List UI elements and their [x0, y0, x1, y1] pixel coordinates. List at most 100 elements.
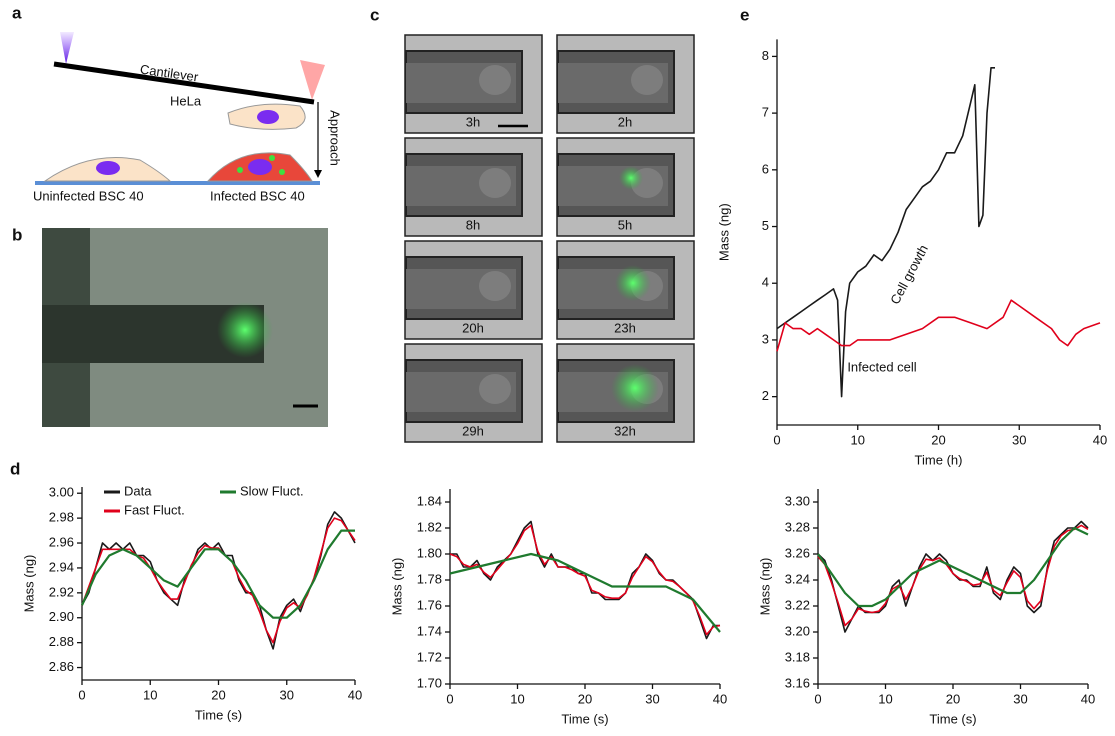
- y-tick-label: 3.28: [785, 519, 810, 534]
- laser: [60, 32, 74, 64]
- cell: [479, 271, 511, 301]
- series-line: [449, 524, 721, 636]
- y-tick-label: 1.72: [417, 649, 442, 664]
- cell: [479, 374, 511, 404]
- y-tick-label: 7: [762, 105, 769, 120]
- x-tick-label: 40: [1081, 691, 1095, 706]
- x-tick-label: 10: [510, 691, 524, 706]
- series-line: [776, 299, 1101, 352]
- x-tick-label: 40: [713, 691, 727, 706]
- time-label: 8h: [466, 217, 480, 232]
- y-tick-label: 2.88: [49, 634, 74, 649]
- fluorescence: [611, 364, 659, 412]
- x-axis-label: Time (h): [915, 452, 963, 467]
- y-tick-label: 1.80: [417, 545, 442, 560]
- y-tick-label: 2.86: [49, 659, 74, 674]
- hela-label: HeLa: [170, 93, 202, 108]
- y-tick-label: 1.82: [417, 519, 442, 534]
- y-tick-label: 6: [762, 161, 769, 176]
- x-tick-label: 30: [1013, 691, 1027, 706]
- y-tick-label: 2: [762, 388, 769, 403]
- x-tick-label: 20: [211, 687, 225, 702]
- x-tick-label: 10: [851, 432, 865, 447]
- y-tick-label: 3.20: [785, 623, 810, 638]
- cell: [631, 65, 663, 95]
- legend-label: Data: [124, 483, 152, 498]
- x-axis-label: Time (s): [929, 711, 976, 726]
- time-label: 32h: [614, 423, 636, 438]
- diagram: Cantilever HeLa Approach Uninfected BSC …: [33, 32, 343, 203]
- approach-label: Approach: [328, 110, 343, 166]
- y-axis-label: Mass (ng): [716, 203, 731, 261]
- virus: [279, 169, 285, 175]
- y-tick-label: 1.78: [417, 571, 442, 586]
- y-tick-label: 4: [762, 275, 769, 290]
- x-tick-label: 40: [1093, 432, 1107, 447]
- x-tick-label: 0: [814, 691, 821, 706]
- x-tick-label: 40: [348, 687, 362, 702]
- series-label: Infected cell: [847, 359, 916, 374]
- y-tick-label: 3.00: [49, 485, 74, 500]
- reflected-laser: [300, 60, 325, 100]
- panel-label: a: [12, 3, 22, 22]
- nucleus: [248, 159, 272, 175]
- uninfected-label: Uninfected BSC 40: [33, 188, 144, 203]
- series-line: [450, 520, 720, 640]
- time-label: 3h: [466, 114, 480, 129]
- time-label: 29h: [462, 423, 484, 438]
- infected-label: Infected BSC 40: [210, 188, 305, 203]
- micrograph-grid: 3h 8h 20h 29h 2h 5h 23h 32h: [404, 34, 695, 443]
- y-tick-label: 3.18: [785, 649, 810, 664]
- time-label: 23h: [614, 320, 636, 335]
- y-tick-label: 2.98: [49, 510, 74, 525]
- time-label: 5h: [618, 217, 632, 232]
- y-axis-label: Mass (ng): [21, 555, 36, 613]
- y-axis-label: Mass (ng): [757, 558, 772, 616]
- fluorescence: [217, 302, 273, 358]
- x-tick-label: 10: [878, 691, 892, 706]
- y-tick-label: 8: [762, 48, 769, 63]
- y-axis-label: Mass (ng): [389, 558, 404, 616]
- x-tick-label: 20: [946, 691, 960, 706]
- y-tick-label: 3: [762, 331, 769, 346]
- y-tick-label: 3.24: [785, 571, 810, 586]
- y-tick-label: 2.96: [49, 534, 74, 549]
- x-tick-label: 20: [931, 432, 945, 447]
- nucleus: [257, 110, 279, 124]
- legend-label: Fast Fluct.: [124, 502, 185, 517]
- panel-label: c: [370, 5, 379, 24]
- virus: [237, 167, 243, 173]
- y-tick-label: 5: [762, 218, 769, 233]
- y-tick-label: 1.84: [417, 493, 442, 508]
- micrograph: [42, 228, 328, 427]
- legend-label: Slow Fluct.: [240, 483, 304, 498]
- y-tick-label: 3.30: [785, 493, 810, 508]
- x-tick-label: 0: [446, 691, 453, 706]
- y-tick-label: 3.16: [785, 675, 810, 690]
- cell: [479, 168, 511, 198]
- nucleus: [96, 161, 120, 175]
- x-tick-label: 10: [143, 687, 157, 702]
- cantilever: [53, 61, 315, 105]
- x-tick-label: 30: [280, 687, 294, 702]
- y-tick-label: 2.92: [49, 584, 74, 599]
- fluorescence: [615, 265, 651, 301]
- series-line: [817, 520, 1089, 633]
- x-tick-label: 20: [578, 691, 592, 706]
- y-tick-label: 1.70: [417, 675, 442, 690]
- x-tick-label: 30: [645, 691, 659, 706]
- fluorescence: [619, 166, 643, 190]
- time-label: 2h: [618, 114, 632, 129]
- series-line: [80, 529, 355, 619]
- x-tick-label: 0: [773, 432, 780, 447]
- panel-label: b: [12, 225, 22, 244]
- y-tick-label: 3.26: [785, 545, 810, 560]
- virus: [269, 155, 275, 161]
- x-axis-label: Time (s): [561, 711, 608, 726]
- series-line: [776, 67, 995, 398]
- panel-label: e: [740, 5, 749, 24]
- series-line: [817, 526, 1089, 608]
- y-tick-label: 2.90: [49, 609, 74, 624]
- panel-label: d: [10, 459, 20, 478]
